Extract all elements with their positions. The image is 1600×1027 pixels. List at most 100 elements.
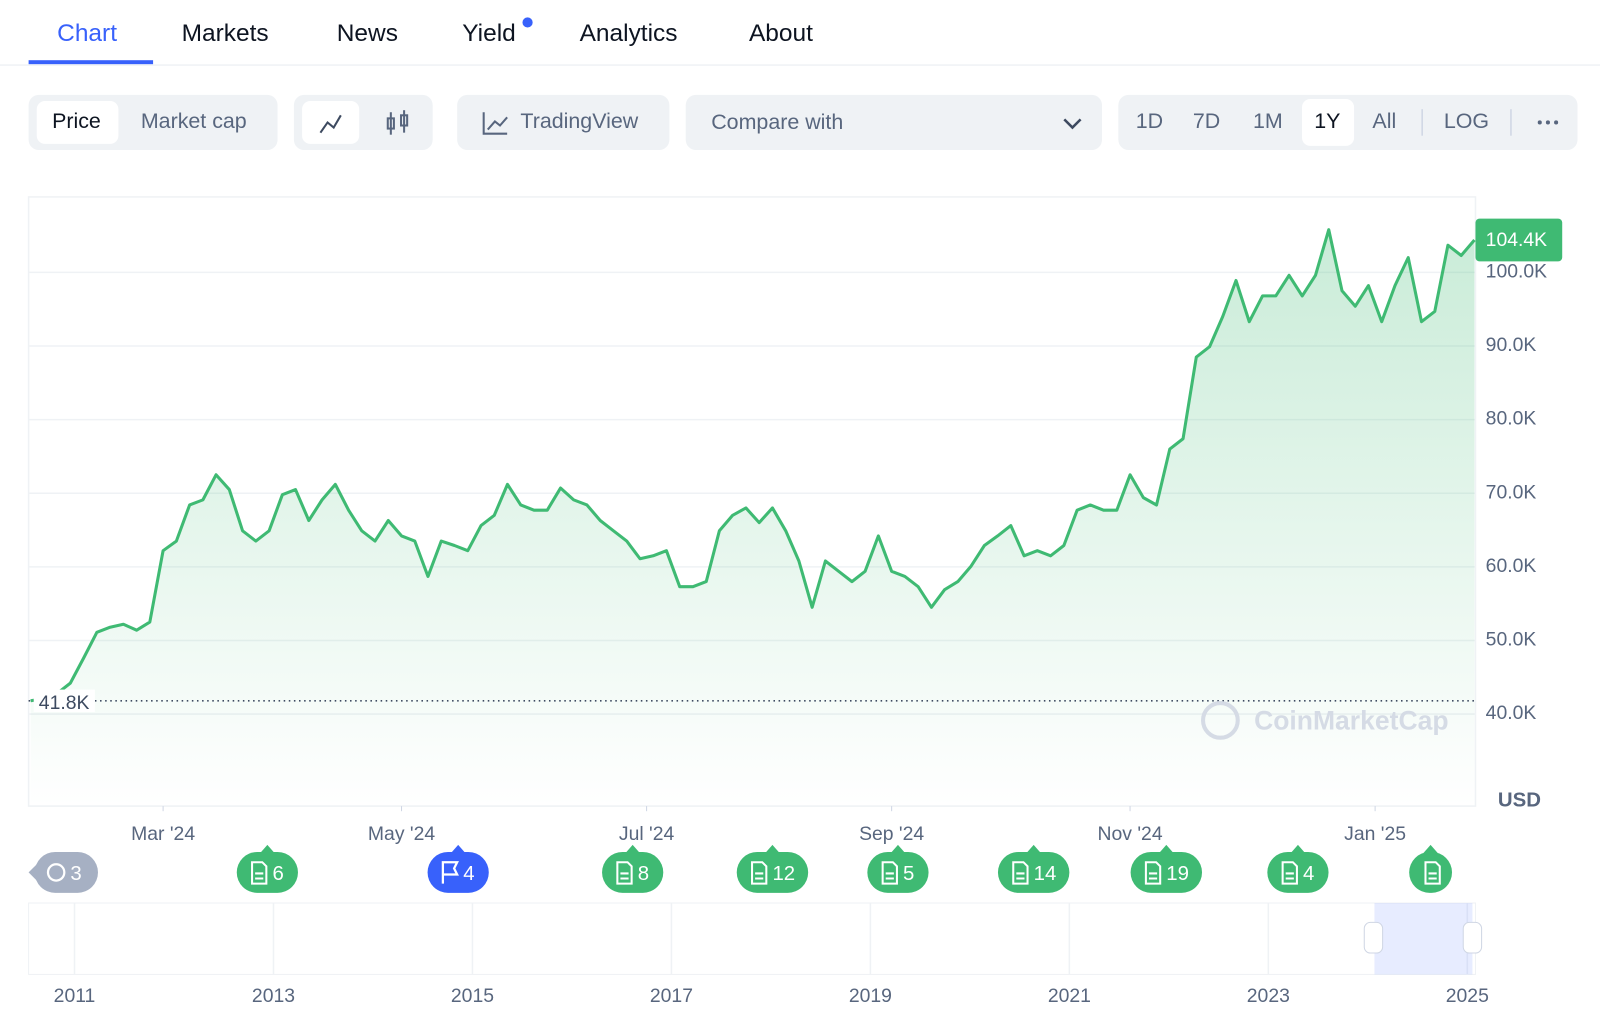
badge-pointer: [28, 862, 39, 883]
tab[interactable]: Analytics: [580, 20, 678, 47]
watermark-logo: [1201, 700, 1240, 740]
area: [30, 229, 1475, 807]
event-badge: [867, 852, 929, 893]
event-count: 5: [903, 863, 914, 885]
x-tick-label: Mar '24: [131, 823, 195, 845]
events: 3 6 4 8 12 5 14 19 4: [28, 844, 1453, 893]
compare-label: Compare with: [711, 110, 843, 134]
nav-handle[interactable]: [1363, 921, 1384, 954]
candle-icon[interactable]: [386, 110, 409, 135]
new-dot: [522, 17, 533, 28]
price-button[interactable]: Price: [52, 109, 101, 133]
tab[interactable]: Yield: [462, 20, 516, 47]
flag-icon: [441, 861, 459, 884]
doc-icon: [616, 861, 633, 885]
x-tick-label: Sep '24: [859, 823, 924, 845]
event-count: 12: [772, 863, 795, 885]
tradingview-button[interactable]: [457, 94, 670, 150]
tab[interactable]: About: [749, 20, 813, 47]
nav-year: 2025: [1446, 985, 1489, 1007]
badge-pointer: [1159, 844, 1174, 854]
log-button[interactable]: LOG: [1444, 109, 1489, 133]
tv-icon: [482, 112, 508, 135]
divider: [0, 64, 1600, 66]
line-icon: [319, 114, 342, 134]
event-count: 14: [1034, 863, 1057, 885]
navigator-selection[interactable]: [1374, 903, 1473, 975]
x-tick-label: May '24: [368, 823, 435, 845]
doc-icon: [1012, 861, 1029, 885]
badge-pointer: [625, 844, 640, 854]
navigator-axis: 2011 2013 2015 2017 2019 2021 2023 2025: [54, 903, 1489, 1007]
y-tick-label: 100.0K: [1486, 261, 1547, 283]
badge-pointer: [451, 844, 466, 854]
range-button[interactable]: 1D: [1136, 109, 1163, 133]
nav-year: 2021: [1048, 985, 1091, 1007]
history-icon: [46, 863, 66, 882]
range-button[interactable]: 7D: [1193, 109, 1220, 133]
badge-pointer: [765, 844, 780, 854]
doc-icon: [1424, 861, 1441, 885]
range-button[interactable]: 1Y: [1314, 109, 1340, 133]
y-tick-label: 70.0K: [1486, 481, 1537, 503]
toolbar: Price Market cap TradingView Compare wit…: [28, 94, 1578, 150]
y-tick-label: 60.0K: [1486, 555, 1537, 577]
badge-pointer: [1026, 844, 1041, 854]
tab-bar: Chart Markets News Yield Analytics About: [0, 17, 1600, 66]
range-button[interactable]: 1M: [1253, 109, 1283, 133]
tab[interactable]: Chart: [57, 20, 117, 47]
nav-year: 2023: [1247, 985, 1290, 1007]
badge-pointer: [1290, 844, 1306, 854]
selected-pill: [1302, 98, 1355, 146]
event-badge: [34, 852, 98, 893]
nav-handle[interactable]: [1462, 921, 1483, 954]
line-button[interactable]: [302, 101, 360, 144]
y-tick-label: 40.0K: [1486, 702, 1537, 724]
event-badge: [427, 852, 489, 893]
more-button[interactable]: [1537, 120, 1559, 125]
badge-pointer: [890, 844, 906, 854]
event-count: 8: [638, 863, 649, 885]
doc-icon: [1144, 861, 1162, 885]
x-tick-label: Nov '24: [1098, 823, 1163, 845]
tab-underline: [28, 60, 154, 65]
event-count: 4: [1303, 863, 1314, 885]
nav-year: 2013: [252, 985, 295, 1007]
doc-icon: [751, 861, 768, 885]
watermark: CoinMarketCap: [1254, 705, 1448, 735]
currency-label: USD: [1498, 789, 1541, 811]
doc-icon: [1281, 861, 1298, 885]
compare-select[interactable]: [685, 94, 1103, 150]
separator: [1510, 109, 1512, 136]
selected-pill: [36, 101, 119, 144]
nav-year: 2019: [849, 985, 892, 1007]
nav-year: 2017: [650, 985, 693, 1007]
low-label-bg: [33, 689, 95, 713]
event-count: 19: [1166, 863, 1189, 885]
nav-year: 2011: [54, 985, 96, 1007]
y-tick-label: 90.0K: [1486, 334, 1537, 356]
current-price-label: 104.4K: [1486, 229, 1547, 251]
badge-pointer: [1423, 844, 1438, 854]
low-label: 41.8K: [39, 692, 90, 714]
navigator: [28, 902, 1476, 975]
y-tick-label: 80.0K: [1486, 408, 1537, 430]
chevron: [1063, 118, 1082, 130]
badge-pointer: [260, 844, 275, 854]
separator: [1421, 109, 1423, 136]
doc-icon: [251, 861, 268, 885]
x-tick-label: Jan '25: [1344, 823, 1406, 845]
x-tick-label: Jul '24: [619, 823, 675, 845]
tab[interactable]: News: [337, 20, 398, 47]
market-cap-button[interactable]: Market cap: [141, 109, 247, 133]
tv-icon: [486, 116, 508, 131]
event-count: 4: [463, 863, 474, 885]
range-button[interactable]: All: [1372, 109, 1396, 133]
tab[interactable]: Markets: [182, 20, 269, 47]
nav-year: 2015: [451, 985, 494, 1007]
event-count: 3: [70, 863, 81, 885]
current-price-tag: [1475, 218, 1563, 262]
price-line: [30, 228, 1476, 703]
y-tick-label: 50.0K: [1486, 629, 1537, 651]
